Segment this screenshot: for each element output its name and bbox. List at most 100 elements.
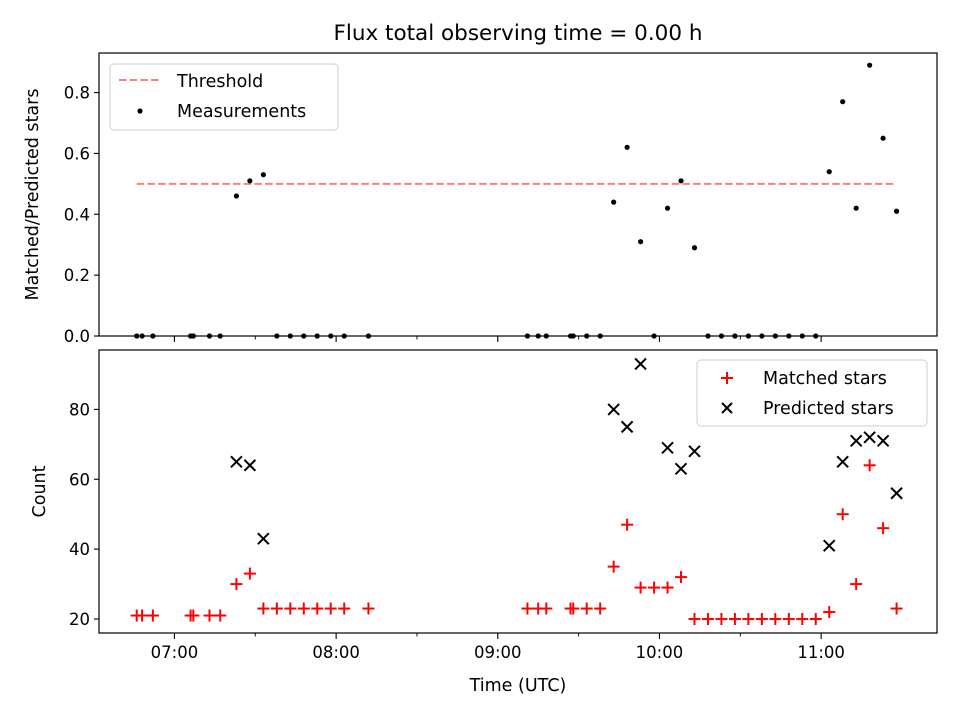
measurements-point — [664, 205, 671, 211]
matched-stars-point — [338, 602, 351, 615]
count-y-tick-label: 80 — [69, 400, 90, 419]
legend-matched-label: Matched stars — [763, 369, 887, 389]
predicted-stars-point — [849, 434, 863, 448]
measurements-point — [678, 178, 684, 184]
measurements-point — [611, 199, 617, 205]
count-y-tick-label: 40 — [69, 540, 90, 559]
matched-stars-point — [675, 571, 688, 584]
matched-stars-point — [594, 602, 607, 615]
ratio-y-tick-label: 0.8 — [64, 84, 90, 103]
matched-stars-point — [607, 560, 620, 573]
matched-stars-point — [742, 613, 755, 626]
matched-stars-point — [823, 606, 836, 619]
measurements-point — [691, 245, 698, 251]
predicted-stars-point — [890, 487, 903, 500]
ratio-panel-legend: Threshold Measurements — [109, 63, 339, 131]
matched-stars-point — [214, 609, 227, 622]
matched-stars-point — [836, 508, 849, 521]
predicted-stars-point — [607, 403, 620, 416]
matched-stars-point — [521, 602, 534, 615]
matched-stars-point — [715, 613, 728, 626]
measurements-point — [624, 144, 630, 150]
legend-measurements-swatch — [137, 108, 143, 114]
count-y-tick-label: 20 — [69, 610, 90, 629]
count-panel-legend: Matched stars Predicted stars — [696, 359, 928, 427]
matched-stars-point — [877, 522, 890, 535]
figure-title: Flux total observing time = 0.00 h — [334, 21, 703, 46]
count-y-tick-label: 60 — [69, 470, 90, 489]
matched-stars-point — [701, 613, 714, 626]
measurements-point — [840, 99, 846, 105]
matched-stars-point — [796, 613, 809, 626]
matched-stars-point — [284, 602, 297, 615]
matched-stars-point — [755, 613, 768, 626]
matched-stars-point — [311, 602, 324, 615]
x-tick-label: 07:00 — [151, 643, 199, 662]
x-tick-label: 09:00 — [474, 643, 522, 662]
x-tick-label: 08:00 — [312, 643, 360, 662]
matched-stars-point — [661, 581, 674, 594]
ratio-panel-legend-box — [109, 63, 339, 131]
count-panel-marks — [130, 357, 903, 626]
count-panel: 20 40 60 80 07:00 08:00 09:00 10:00 11:00 Count… — [30, 349, 938, 696]
matched-stars-point — [257, 602, 270, 615]
matched-stars-point — [850, 578, 863, 591]
legend-predicted-swatch — [721, 402, 733, 414]
matched-stars-point — [297, 602, 310, 615]
matched-stars-point — [187, 609, 200, 622]
legend-predicted-label: Predicted stars — [763, 399, 894, 419]
ratio-y-tick-label: 0.2 — [64, 266, 90, 285]
matched-stars-point — [146, 609, 159, 622]
predicted-stars-point — [634, 357, 647, 371]
matched-stars-point — [769, 613, 782, 626]
measurements-point — [867, 62, 873, 68]
ratio-y-tick-label: 0.0 — [64, 327, 90, 346]
count-panel-y-axis-label: Count — [30, 465, 50, 517]
ratio-panel-frame — [98, 52, 938, 337]
predicted-stars-point — [257, 532, 270, 545]
matched-stars-point — [324, 602, 337, 615]
predicted-stars-point — [243, 459, 257, 472]
matched-stars-point — [621, 518, 634, 531]
matched-stars-point — [634, 581, 647, 594]
ratio-panel: 0.00.20.40.60.8 Matched/Predicted stars … — [23, 52, 938, 346]
matched-stars-point — [243, 567, 256, 580]
measurements-point — [638, 239, 644, 245]
matched-stars-point — [567, 602, 580, 615]
predicted-stars-point — [836, 455, 849, 469]
matched-stars-point — [809, 613, 822, 626]
legend-threshold-label: Threshold — [176, 72, 263, 92]
measurements-point — [260, 172, 266, 178]
measurements-point — [247, 178, 253, 184]
matched-stars-point — [648, 581, 661, 594]
measurements-point — [853, 205, 859, 211]
count-panel-frame — [98, 349, 938, 634]
matched-stars-point — [580, 602, 593, 615]
ratio-panel-y-ticks: 0.0 0.2 0.4 0.6 0.8 — [64, 84, 99, 346]
legend-measurements-label: Measurements — [177, 102, 306, 122]
count-panel-legend-box — [696, 359, 928, 427]
x-tick-label: 10:00 — [636, 643, 684, 662]
ratio-panel-x-ticks — [173, 336, 822, 342]
predicted-stars-point — [876, 434, 890, 448]
predicted-stars-point — [230, 455, 243, 469]
matched-stars-point — [540, 602, 553, 615]
ratio-y-tick-label: 0.6 — [64, 144, 90, 163]
matched-stars-point — [362, 602, 375, 615]
predicted-stars-point — [674, 462, 688, 475]
x-tick-label: 11:00 — [797, 643, 845, 662]
ratio-panel-y-axis-label: Matched/Predicted stars — [23, 89, 43, 301]
predicted-stars-point — [620, 420, 634, 434]
matched-stars-point — [230, 578, 243, 591]
predicted-stars-point — [823, 539, 836, 552]
count-panel-x-ticks: 07:00 08:00 09:00 10:00 11:00 — [151, 633, 845, 662]
measurements-point — [880, 135, 886, 141]
predicted-stars-point — [661, 441, 674, 455]
count-panel-y-ticks: 20 40 60 80 — [69, 400, 99, 629]
legend-matched-swatch — [721, 372, 733, 384]
matched-stars-point — [890, 602, 903, 615]
ratio-y-tick-label: 0.4 — [64, 205, 90, 224]
x-axis-label: Time (UTC) — [469, 676, 567, 696]
matched-stars-point — [270, 602, 283, 615]
